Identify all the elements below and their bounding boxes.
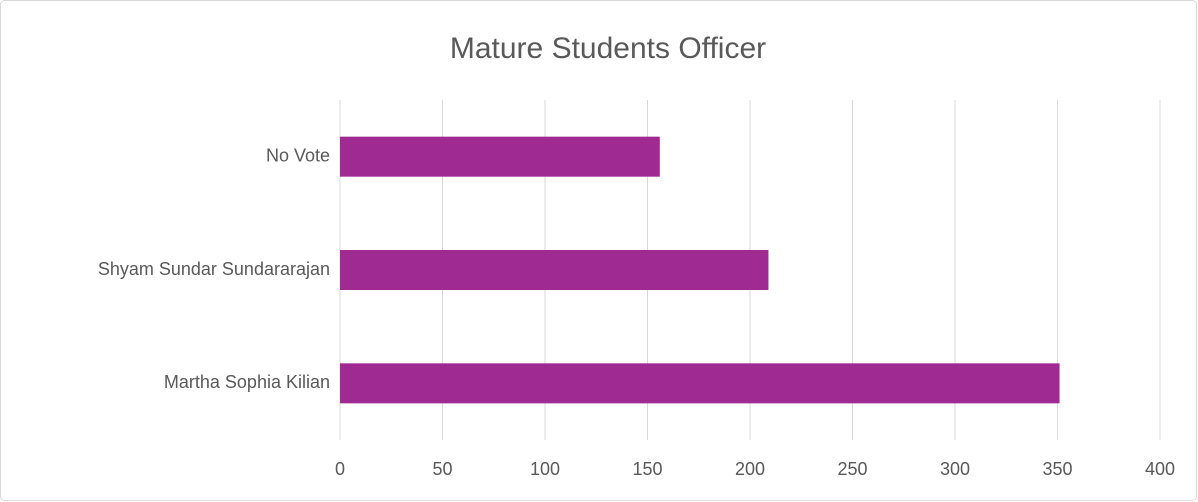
y-tick-label: No Vote xyxy=(266,145,330,165)
x-tick-label: 400 xyxy=(1145,459,1175,479)
bar xyxy=(340,250,769,290)
chart-title: Mature Students Officer xyxy=(450,32,766,65)
x-tick-label: 50 xyxy=(432,459,452,479)
x-tick-label: 300 xyxy=(940,459,970,479)
y-tick-label: Martha Sophia Kilian xyxy=(164,372,330,392)
x-tick-label: 250 xyxy=(837,459,867,479)
y-tick-label: Shyam Sundar Sundararajan xyxy=(98,259,330,279)
bar xyxy=(340,136,660,177)
x-tick-label: 200 xyxy=(735,459,765,479)
x-tick-label: 100 xyxy=(530,459,560,479)
bar xyxy=(340,363,1060,404)
x-tick-label: 0 xyxy=(335,459,345,479)
x-tick-label: 350 xyxy=(1042,459,1072,479)
x-tick-label: 150 xyxy=(632,459,662,479)
